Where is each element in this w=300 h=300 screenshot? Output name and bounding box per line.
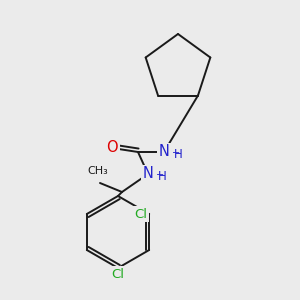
- Text: Cl: Cl: [112, 268, 124, 281]
- Text: −: −: [156, 170, 164, 180]
- Text: CH₃: CH₃: [88, 166, 108, 176]
- Text: H: H: [174, 148, 183, 160]
- Text: −: −: [172, 148, 180, 158]
- Text: Cl: Cl: [135, 208, 148, 220]
- Text: N: N: [142, 167, 153, 182]
- Text: O: O: [106, 140, 118, 155]
- Text: H: H: [158, 169, 167, 182]
- Text: N: N: [159, 145, 170, 160]
